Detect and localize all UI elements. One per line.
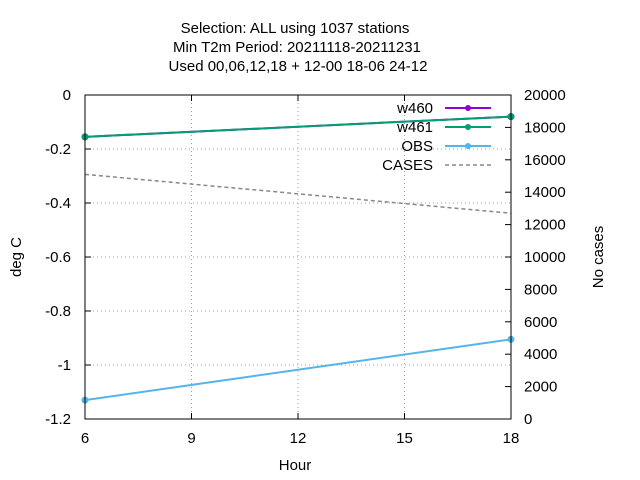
y2-tick-label: 10000 — [524, 249, 566, 266]
y2-tick-label: 18000 — [524, 119, 566, 136]
legend-marker-obs — [465, 143, 471, 149]
series-line-obs — [85, 339, 511, 400]
y2-tick-label: 0 — [524, 411, 532, 428]
chart-title: Selection: ALL using 1037 stations Min T… — [169, 20, 428, 75]
legend-marker-w460 — [465, 105, 471, 111]
y-tick-label: -0.4 — [45, 195, 71, 212]
x-axis-label: Hour — [279, 457, 312, 474]
y-tick-label: -0.2 — [45, 141, 71, 158]
legend-marker-w461 — [465, 124, 471, 130]
x-tick-label: 6 — [81, 430, 89, 447]
y-tick-label: 0 — [63, 87, 71, 104]
y2-tick-label: 12000 — [524, 217, 566, 234]
legend-label-w460: w460 — [396, 100, 433, 117]
x-tick-label: 12 — [290, 430, 307, 447]
axis-ticks: 6 9 12 15 180-0.2-0.4-0.6-0.8-1-1.2 020004000… — [45, 87, 566, 447]
y2-tick-label: 16000 — [524, 152, 566, 169]
y2-tick-label: 8000 — [524, 281, 557, 298]
legend-label-w461: w461 — [396, 119, 433, 136]
y-axis-label: deg C — [8, 237, 25, 277]
y2-tick-label: 4000 — [524, 346, 557, 363]
legend-label-obs: OBS — [401, 138, 433, 155]
legend: w460 w461 OBS CASES — [382, 100, 491, 174]
y-tick-label: -0.6 — [45, 249, 71, 266]
y-tick-label: -1.2 — [45, 411, 71, 428]
x-tick-label: 18 — [503, 430, 520, 447]
y2-tick-label: 2000 — [524, 379, 557, 396]
y-tick-label: -1 — [58, 357, 71, 374]
title-line-3: Used 00,06,12,18 + 12-00 18-06 24-12 — [169, 58, 428, 75]
y2-axis-label: No cases — [590, 226, 607, 289]
y2-tick-label: 20000 — [524, 87, 566, 104]
y-tick-label: -0.8 — [45, 303, 71, 320]
y2-tick-label: 14000 — [524, 184, 566, 201]
title-line-2: Min T2m Period: 20211118-20211231 — [173, 39, 421, 56]
title-line-1: Selection: ALL using 1037 stations — [181, 20, 410, 37]
legend-label-cases: CASES — [382, 157, 433, 174]
y2-tick-label: 6000 — [524, 314, 557, 331]
x-tick-label: 15 — [396, 430, 413, 447]
x-tick-label: 9 — [187, 430, 195, 447]
